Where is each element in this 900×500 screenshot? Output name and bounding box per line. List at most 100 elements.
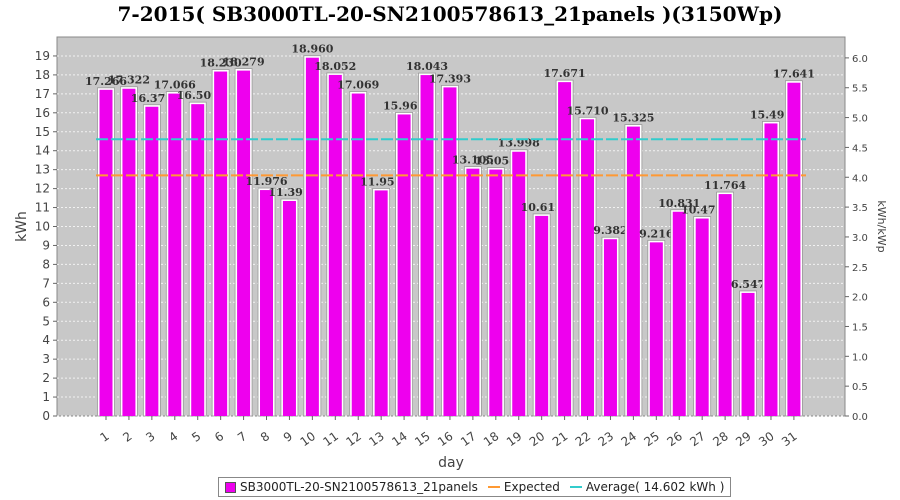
y-tick-label: 6: [42, 295, 50, 309]
y-tick-label: 2: [42, 371, 50, 385]
x-tick-label: 4: [166, 429, 180, 445]
bar-value-label: 15.491: [750, 108, 792, 121]
bar: [145, 106, 159, 416]
y2-tick-label: 4.0: [852, 173, 868, 184]
x-tick-label: 14: [389, 429, 410, 449]
y-tick-label: 10: [35, 220, 50, 234]
y2-axis-title: kWh/kWp: [875, 200, 888, 252]
bar: [420, 75, 434, 417]
bar: [512, 151, 526, 416]
y-tick-label: 15: [35, 125, 50, 139]
bar: [787, 82, 801, 416]
legend-item-expected: Expected: [487, 480, 560, 494]
y-tick-label: 12: [35, 182, 50, 196]
bar: [305, 57, 319, 416]
bar-value-label: 18.043: [406, 60, 448, 73]
x-tick-label: 31: [779, 429, 800, 449]
bar-value-label: 17.393: [429, 72, 471, 85]
x-tick-label: 23: [596, 429, 617, 449]
x-tick-label: 15: [412, 429, 433, 449]
bar-value-label: 18.230: [200, 57, 242, 70]
x-tick-label: 9: [281, 429, 295, 445]
x-tick-label: 29: [733, 429, 754, 449]
x-tick-label: 12: [343, 429, 364, 449]
bar: [328, 74, 342, 416]
bar: [466, 168, 480, 416]
legend-series-label: SB3000TL-20-SN2100578613_21panels: [240, 480, 478, 494]
bar-value-label: 11.957: [360, 175, 402, 188]
bar-value-label: 17.671: [544, 67, 586, 80]
bar-value-label: 11.976: [245, 175, 287, 188]
bar-value-label: 9.216: [639, 227, 674, 240]
x-tick-label: 30: [756, 429, 777, 449]
bar-value-label: 10.612: [521, 201, 563, 214]
y2-tick-label: 5.5: [852, 84, 868, 95]
y2-tick-label: 3.5: [852, 203, 868, 214]
y-tick-label: 17: [35, 87, 50, 101]
bar: [443, 87, 457, 416]
x-tick-label: 13: [366, 429, 387, 449]
bar-value-label: 13.105: [452, 154, 494, 167]
y-tick-label: 7: [42, 276, 50, 290]
bar: [489, 169, 503, 416]
bar: [535, 215, 549, 416]
bar-value-label: 17.069: [337, 79, 379, 92]
bar: [695, 218, 709, 416]
y2-tick-label: 4.5: [852, 143, 868, 154]
y-tick-label: 4: [42, 333, 50, 347]
x-tick-label: 3: [143, 429, 157, 445]
y-tick-label: 14: [35, 144, 50, 158]
bar: [191, 104, 205, 416]
x-tick-label: 8: [258, 429, 272, 445]
y-tick-label: 3: [42, 352, 50, 366]
bar-value-label: 10.473: [681, 204, 723, 217]
y2-tick-label: 5.0: [852, 114, 868, 125]
y2-tick-label: 6.0: [852, 54, 868, 65]
y-axis-title: kWh: [14, 211, 30, 242]
bar-value-label: 18.052: [314, 60, 356, 73]
x-tick-label: 27: [687, 429, 708, 449]
x-axis-title: day: [438, 455, 464, 471]
x-tick-label: 2: [120, 429, 134, 445]
bar: [282, 201, 296, 416]
legend-item-series: SB3000TL-20-SN2100578613_21panels: [225, 480, 478, 494]
x-tick-label: 6: [212, 429, 226, 445]
bar: [214, 71, 228, 416]
bar-value-label: 17.641: [773, 68, 815, 81]
x-tick-label: 25: [641, 429, 662, 449]
x-tick-label: 1: [97, 429, 111, 445]
y2-tick-label: 0.5: [852, 382, 868, 393]
bar-value-label: 15.965: [383, 99, 425, 112]
bar-value-label: 13.058: [475, 155, 517, 168]
bar-value-label: 6.547: [731, 278, 765, 291]
y-tick-label: 16: [35, 106, 50, 120]
y2-tick-label: 2.5: [852, 263, 868, 274]
legend-series-swatch: [225, 481, 236, 493]
bar-value-label: 11.764: [704, 179, 746, 192]
bar-value-label: 17.266: [85, 75, 127, 88]
bar: [626, 126, 640, 416]
legend: SB3000TL-20-SN2100578613_21panels Expect…: [218, 477, 732, 497]
bar-value-label: 11.398: [268, 186, 310, 199]
x-tick-label: 16: [435, 429, 456, 449]
y-tick-label: 19: [35, 49, 50, 63]
bar: [764, 123, 778, 416]
bar: [374, 190, 388, 416]
x-tick-label: 21: [550, 429, 571, 449]
bar: [558, 82, 572, 416]
x-tick-label: 17: [458, 429, 479, 449]
y-tick-label: 9: [42, 238, 50, 252]
bar: [718, 194, 732, 416]
bar-value-label: 15.325: [612, 112, 654, 125]
bar-value-label: 15.710: [566, 104, 608, 117]
x-tick-label: 5: [189, 429, 203, 445]
bar-value-label: 9.382: [593, 224, 627, 237]
legend-item-average: Average( 14.602 kWh ): [569, 480, 724, 494]
bar: [351, 93, 365, 416]
y-tick-label: 1: [42, 390, 50, 404]
legend-expected-label: Expected: [503, 480, 560, 494]
bar: [237, 70, 251, 417]
y2-tick-label: 1.5: [852, 322, 868, 333]
y-tick-label: 0: [42, 409, 50, 423]
y-tick-label: 11: [35, 201, 50, 215]
